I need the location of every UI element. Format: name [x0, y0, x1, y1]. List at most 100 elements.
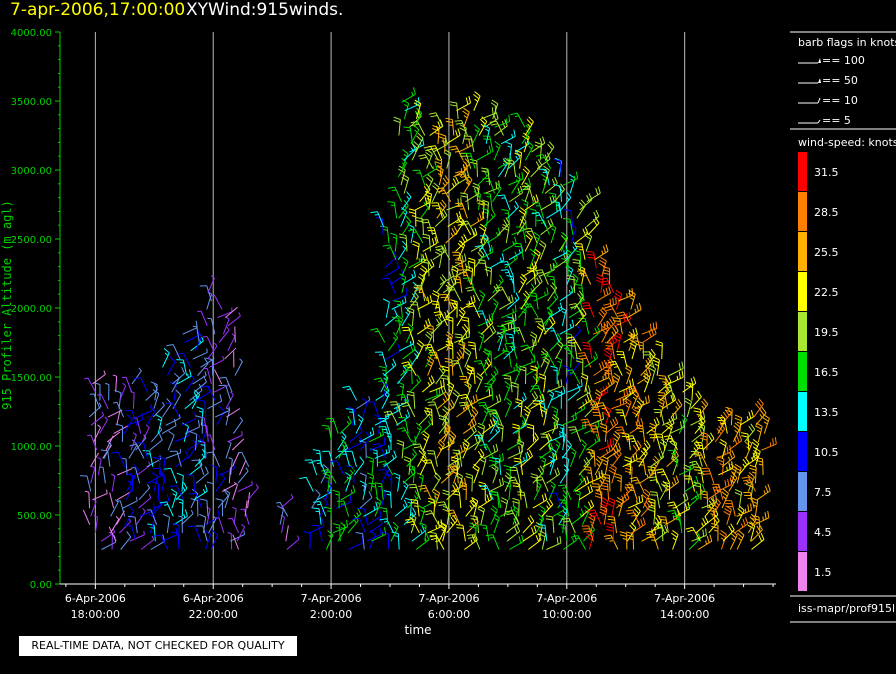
y-tick-label: 0.00: [30, 580, 52, 591]
wind-barb: [142, 450, 154, 467]
wind-barb: [417, 447, 426, 467]
wind-barb: [474, 431, 484, 451]
wind-barb: [538, 373, 547, 393]
wind-barb: [378, 460, 394, 476]
speed-legend-label: 4.5: [814, 526, 832, 539]
barb-legend-flag-icon: [818, 78, 821, 83]
wind-barb: [400, 207, 408, 227]
wind-barb: [325, 530, 334, 550]
wind-barb: [559, 344, 575, 360]
wind-barb: [682, 376, 697, 393]
wind-barb: [195, 466, 209, 484]
wind-barb: [438, 133, 447, 153]
wind-barb: [323, 506, 332, 525]
wind-barb: [753, 398, 764, 418]
wind-barb: [321, 468, 337, 484]
wind-barb: [418, 154, 434, 169]
wind-barb: [649, 422, 657, 442]
wind-barb: [573, 489, 581, 509]
wind-barb: [561, 439, 572, 459]
wind-barb: [634, 395, 650, 410]
wind-barb: [711, 497, 721, 517]
wind-barb: [416, 339, 425, 360]
wind-barb: [155, 414, 163, 434]
legend-panel: barb flags in knots == 100 == 50 == 10 == 5…: [790, 31, 896, 623]
wind-barb: [539, 168, 550, 186]
wind-barb: [462, 277, 476, 293]
wind-barb: [131, 467, 141, 484]
wind-barb: [162, 347, 170, 368]
wind-barb: [686, 490, 700, 509]
wind-barb: [462, 439, 470, 459]
wind-barb: [574, 243, 586, 260]
wind-barb: [232, 506, 237, 525]
wind-barb: [557, 489, 568, 509]
wind-barb: [408, 253, 424, 269]
wind-barb: [505, 333, 516, 351]
wind-barb: [524, 141, 534, 161]
wind-barb: [450, 299, 458, 318]
wind-barb: [547, 389, 555, 409]
wind-barb: [436, 199, 447, 219]
wind-barb: [396, 439, 405, 459]
wind-barb: [762, 414, 770, 434]
barb-legend-tick-icon: [817, 97, 821, 104]
wind-barb: [564, 209, 574, 227]
wind-barb: [624, 364, 633, 385]
wind-barb: [439, 293, 453, 310]
y-tick-label: 1000.00: [11, 442, 52, 453]
wind-barb: [152, 456, 161, 475]
wind-barb: [569, 447, 577, 467]
wind-barb: [600, 481, 610, 500]
speed-legend-swatch: [798, 312, 807, 351]
wind-barb: [192, 371, 207, 385]
wind-barb: [500, 269, 515, 285]
wind-barb: [303, 531, 311, 550]
wind-barb: [566, 274, 576, 293]
wind-barb: [84, 377, 96, 393]
wind-barb: [627, 385, 642, 401]
wind-barb: [560, 191, 572, 211]
wind-barb: [568, 426, 582, 443]
wind-barb: [382, 244, 397, 260]
wind-barb: [743, 491, 755, 509]
wind-barb: [391, 295, 407, 310]
wind-barb: [755, 406, 767, 426]
wind-barb: [117, 468, 133, 476]
wind-barb: [658, 515, 669, 534]
x-tick-label-time: 14:00:00: [660, 608, 709, 621]
wind-barb: [181, 509, 194, 526]
wind-barb: [674, 492, 689, 509]
wind-barb: [755, 456, 764, 475]
wind-barb: [232, 451, 240, 467]
speed-legend-title: wind-speed: knots: [798, 136, 896, 149]
wind-barb: [477, 167, 490, 186]
wind-barb: [489, 253, 505, 269]
wind-barb: [92, 370, 106, 385]
wind-barb: [463, 174, 473, 194]
wind-barb: [736, 503, 752, 517]
wind-barb: [436, 310, 450, 327]
wind-barb: [544, 306, 553, 327]
wind-barb: [474, 244, 490, 260]
wind-barb: [456, 306, 466, 327]
wind-barb: [668, 370, 684, 385]
wind-barb: [531, 136, 546, 153]
wind-barb: [130, 432, 137, 451]
wind-barb: [641, 488, 651, 509]
wind-barb: [490, 491, 502, 509]
wind-barb: [477, 259, 489, 277]
wind-barb: [548, 428, 564, 443]
wind-barb: [639, 440, 651, 459]
wind-barb: [581, 302, 595, 318]
wind-barb: [755, 422, 763, 442]
wind-barb: [678, 414, 688, 434]
wind-barb: [116, 491, 132, 501]
wind-barb: [312, 449, 322, 467]
wind-barb: [87, 434, 98, 451]
speed-legend-label: 13.5: [814, 406, 839, 419]
wind-barb: [454, 120, 468, 136]
wind-barb: [668, 361, 684, 377]
wind-barb: [544, 141, 555, 161]
wind-barb: [193, 375, 207, 393]
